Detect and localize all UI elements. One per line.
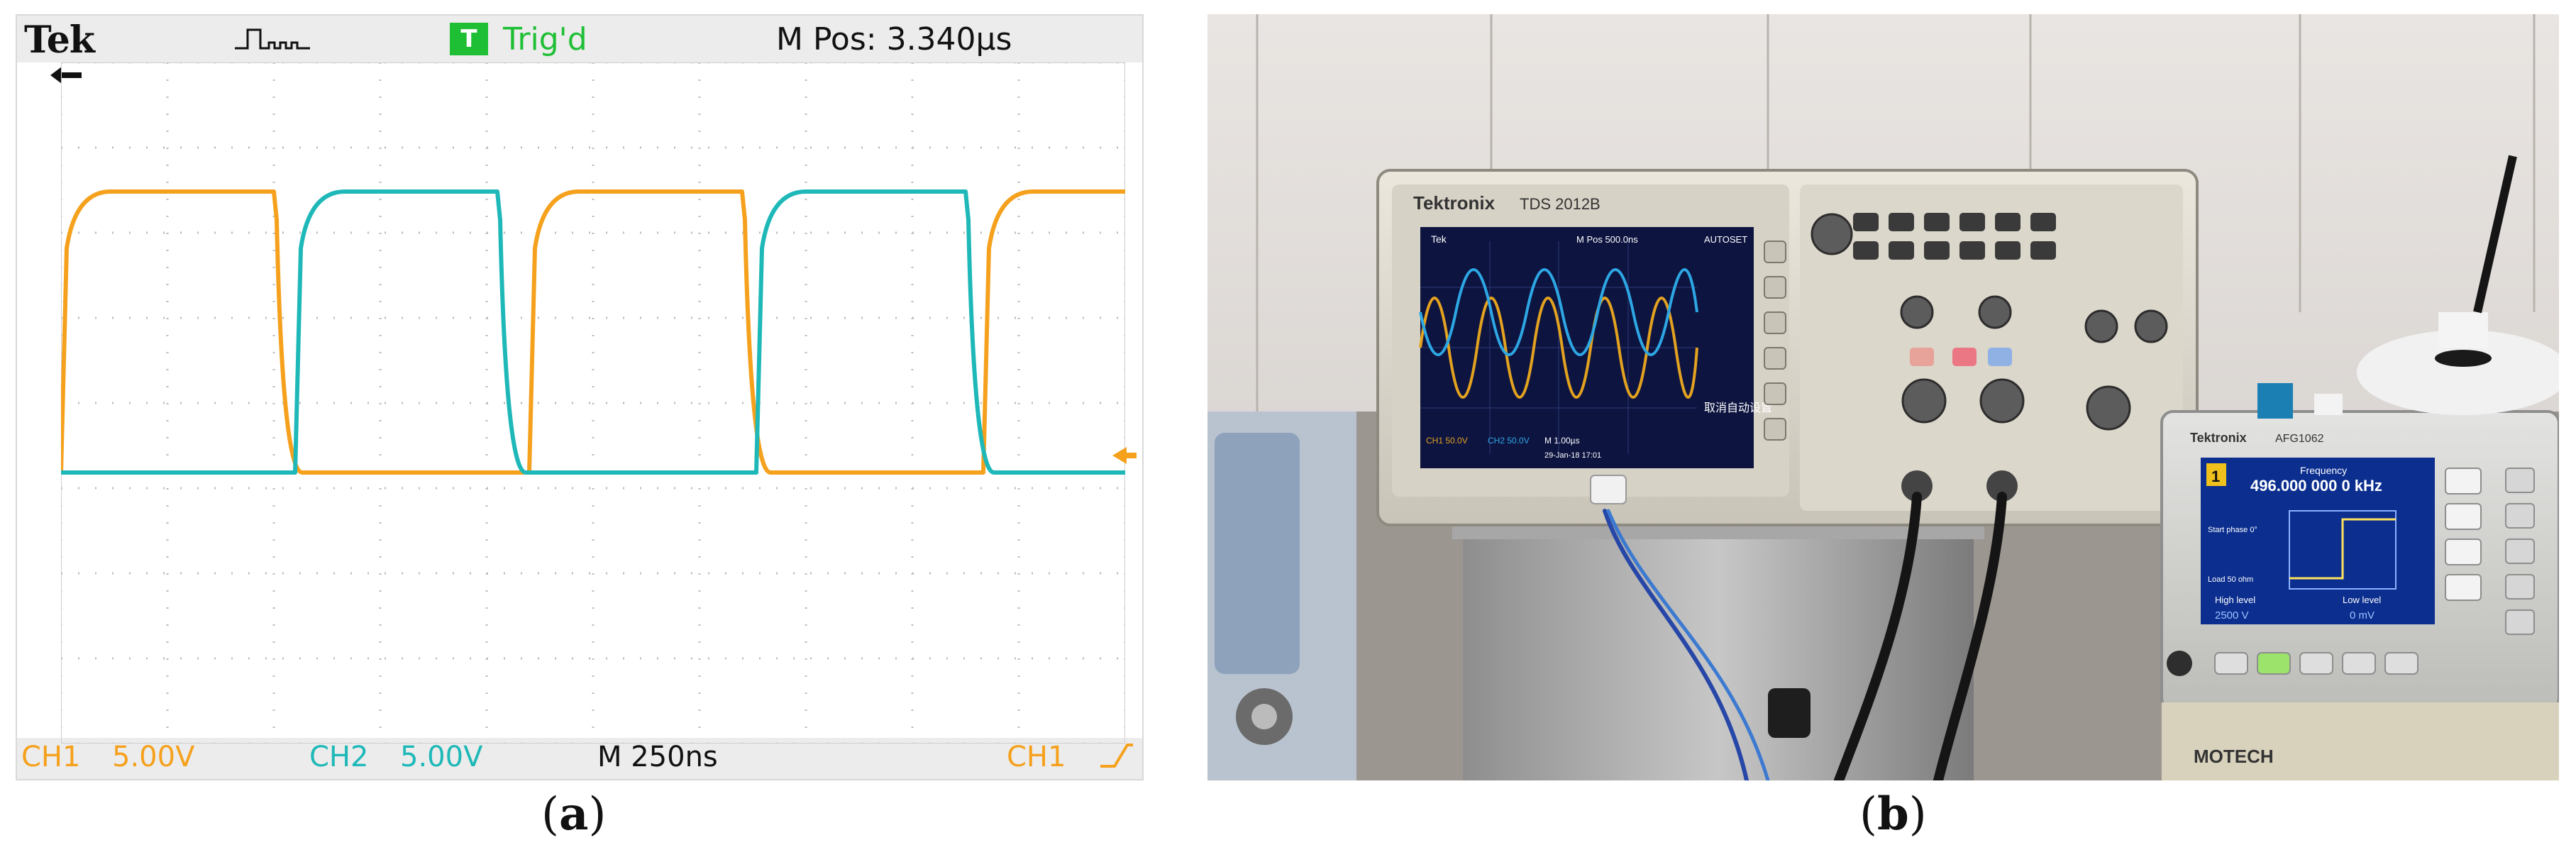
scope-lcd-date: 29-Jan-18 17:01 [1544,451,1601,460]
scope-knobs [1811,213,2168,431]
tektronix-oscilloscope: Tektronix TDS 2012B Tek M Pos 500.0ns AU… [1376,169,2199,526]
scope-top-status-bar [17,16,1142,62]
waveform-graticule [61,62,1125,744]
blue-component [2257,383,2293,419]
ch2-scale: 5.00V [400,741,483,773]
scope-brand-text: Tektronix [1413,192,1496,214]
scope-lcd-ch1: CH1 50.0V [1426,436,1468,446]
gen-channel-number: 1 [2211,468,2220,485]
gen-low-value: 0 mV [2350,609,2375,622]
gen-keypad [2505,468,2535,635]
gen-load: Load 50 ohm [2208,575,2253,584]
trigger-source-label: CH1 [1007,741,1066,773]
scope-lcd-pos: M Pos 500.0ns [1576,234,1638,245]
gen-soft-buttons [2445,468,2482,601]
power-supply [2162,702,2559,780]
scope-lcd-ch2: CH2 50.0V [1488,436,1530,446]
timebase-readout: M 250ns [597,741,718,773]
ch2-waveform [61,189,1125,475]
scope-lcd-timebase: M 1.00µs [1544,436,1580,446]
caption-a: (a) [541,788,607,841]
probe-cables [1603,492,2007,780]
gen-frequency-label: Frequency [2300,465,2347,476]
scope-ch2-menu-button [1988,348,2012,366]
scope-lcd-ch2-trace [1419,268,1698,356]
ch2-label: CH2 [309,741,369,773]
gen-brand-text: Tektronix [2190,431,2247,445]
usb-drive [1590,475,1627,504]
trigger-badge: T [450,23,488,55]
scope-lcd-grid [1420,241,1697,454]
rising-edge-icon [1100,744,1133,768]
horizontal-position-arrow-icon [50,67,82,84]
acquisition-pulse-icon [235,28,310,50]
caption-b: (b) [1859,788,1927,841]
gen-frequency-value: 496.000 000 0 kHz [2250,477,2382,495]
position-readout: M Pos: 3.340µs [776,21,1012,57]
gen-model-text: AFG1062 [2275,433,2324,445]
supply-brand-text: MOTECH [2194,746,2274,767]
scope-lcd-autoset: AUTOSET [1704,234,1747,245]
scope-math-menu-button [1952,348,1977,366]
gen-waveform-buttons [2214,652,2419,675]
gen-low-label: Low level [2343,595,2381,605]
scope-ch1-menu-button [1910,348,1934,366]
gen-high-label: High level [2215,595,2255,605]
scope-bottom-status-bar [17,738,1142,779]
ch1-scale: 5.00V [112,741,195,773]
scope-control-buttons [1853,213,2056,260]
scope-lcd-cancel: 取消自动设置 [1704,401,1772,414]
white-dome-lamp [2357,155,2559,415]
scope-side-buttons [1764,241,1786,441]
tektronix-function-generator: Tektronix AFG1062 1 Frequency 496.000 00… [2160,410,2559,711]
oscilloscope-screenshot: Tek T Trig'd M Pos: 3.340µs CH1 5.00V CH… [16,14,1144,780]
left-blue-instrument [1207,412,1356,780]
gen-start-phase: Start phase 0° [2208,526,2257,534]
gen-high-value: 2500 V [2215,609,2249,622]
white-component [2314,394,2343,415]
scope-lcd-ch1-trace [1419,297,1698,399]
ch1-label: CH1 [21,741,81,773]
trigger-status: Trig'd [503,21,587,57]
trigger-level-arrow-icon [1112,447,1137,464]
scope-model-text: TDS 2012B [1520,195,1601,213]
gen-lcd-waveform [2289,518,2396,580]
gen-power-button [2167,651,2192,676]
tek-brand-label: Tek [24,18,95,62]
ch1-waveform [61,189,1125,475]
bench-photograph: Tektronix TDS 2012B Tek M Pos 500.0ns AU… [1207,14,2559,780]
metal-stand [1452,511,1984,780]
svg-text:Tek: Tek [1431,233,1447,245]
